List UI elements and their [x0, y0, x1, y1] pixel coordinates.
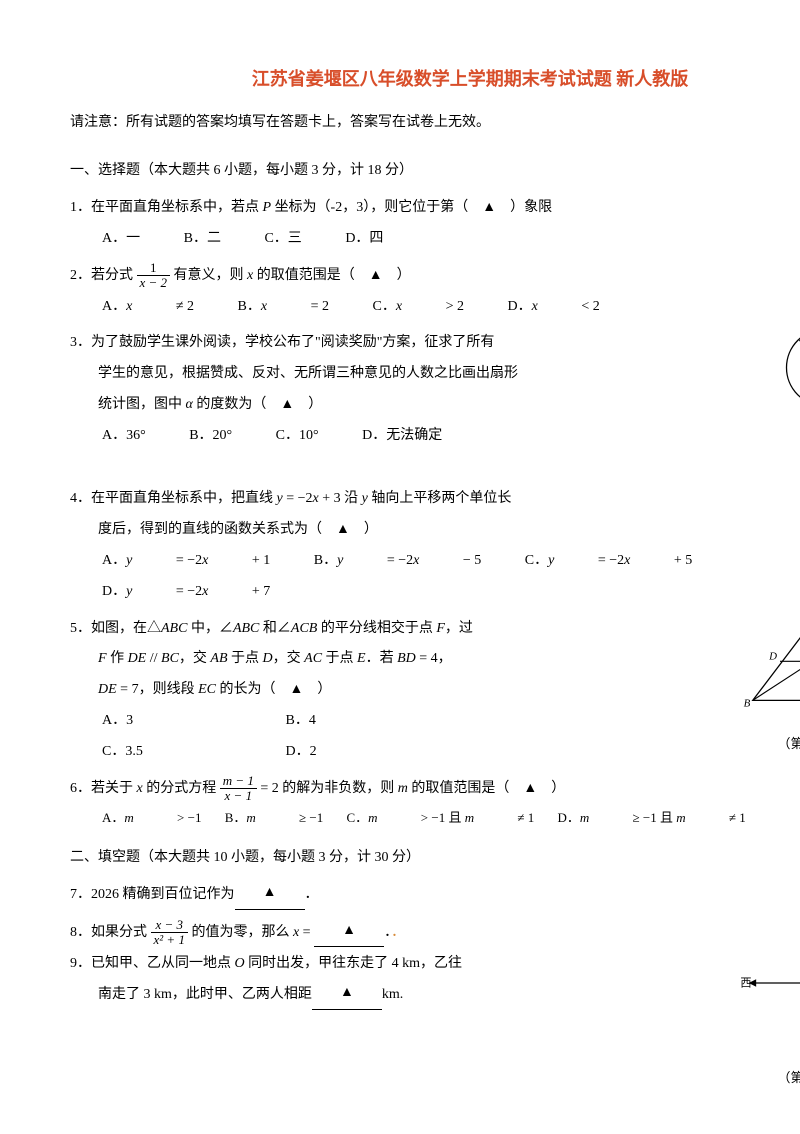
exam-title: 江苏省姜堰区八年级数学上学期期末考试试题 新人教版: [70, 60, 800, 100]
q1-opt-a: A．一: [102, 224, 140, 255]
q2-fraction: 1x − 2: [137, 261, 171, 291]
question-8-9-block: 北 南 东 西 O （第 9 题） 8．如果分式 x − 3x² + 1 的值为…: [70, 918, 800, 1088]
q5-l2: F 作 DE // BC，交 AB 于点 D，交 AC 于点 E．若 BD = …: [70, 644, 500, 675]
q5-opt-b: B．4: [286, 706, 426, 737]
q6-opt-c: C．m > −1 且 m ≠ 1: [346, 804, 534, 833]
section-2-heading: 二、填空题（本大题共 10 小题，每小题 3 分，计 30 分）: [70, 843, 800, 874]
q6-opt-a: A．m > −1: [102, 804, 201, 833]
q8-den: x² + 1: [151, 933, 188, 947]
q3-options: A．36° B．20° C．10° D．无法确定: [70, 421, 550, 452]
q8-post: ．．: [384, 925, 405, 940]
q3-opt-c: C．10°: [276, 421, 319, 452]
q6-text: 6．若关于 x 的分式方程 m − 1x − 1 = 2 的解为非负数，则 m …: [70, 774, 800, 805]
q5-figure: A B C D E F （第 5 题）: [740, 614, 800, 759]
comp-w: 西: [740, 977, 751, 989]
q1-opt-d: D．四: [345, 224, 383, 255]
q4-l1: 4．在平面直角坐标系中，把直线 y = −2x + 3 沿 y 轴向上平移两个单…: [70, 484, 800, 515]
question-5: A B C D E F （第 5 题） 5．如图，在△ABC 中，∠ABC 和∠…: [70, 614, 800, 768]
q2-num: 1: [137, 261, 171, 276]
q5-caption: （第 5 题）: [740, 730, 800, 759]
q7-post: ．: [305, 887, 319, 902]
question-6: 6．若关于 x 的分式方程 m − 1x − 1 = 2 的解为非负数，则 m …: [70, 774, 800, 833]
q5-opt-d: D．2: [286, 737, 426, 768]
q3-opt-a: A．36°: [102, 421, 146, 452]
q2-options: A．x ≠ 2 B．x = 2 C．x > 2 D．x < 2: [70, 292, 800, 323]
question-3: 无所谓 10% 反对 赞成 α （第 3 题） 3．为了鼓励学生课外阅读，学校公…: [70, 328, 800, 478]
question-9: 9．已知甲、乙从同一地点 O 同时出发，甲往东走了 4 km，乙往 南走了 3 …: [70, 949, 530, 1012]
q5-l1: 5．如图，在△ABC 中，∠ABC 和∠ACB 的平分线相交于点 F，过: [70, 614, 500, 645]
q3-l2: 学生的意见，根据赞成、反对、无所谓三种意见的人数之比画出扇形: [70, 359, 550, 390]
q6-den: x − 1: [220, 789, 257, 803]
q4-opt-a: A．y = −2x + 1: [102, 546, 270, 577]
q6-options: A．m > −1 B．m ≥ −1 C．m > −1 且 m ≠ 1 D．m ≥…: [70, 804, 800, 833]
q4-opt-c: C．y = −2x + 5: [525, 546, 692, 577]
q1-text: 1．在平面直角坐标系中，若点 P 坐标为（-2，3），则它位于第（ ▲ ）象限: [70, 193, 800, 224]
q4-opt-d: D．y = −2x + 7: [102, 577, 270, 608]
q9-l2: 南走了 3 km，此时甲、乙两人相距▲km.: [70, 980, 530, 1012]
q8-blank: ▲: [314, 916, 384, 948]
question-8: 8．如果分式 x − 3x² + 1 的值为零，那么 x = ▲．．: [70, 918, 530, 950]
q4-options: A．y = −2x + 1 B．y = −2x − 5 C．y = −2x + …: [70, 546, 800, 608]
q2-opt-a: A．x ≠ 2: [102, 292, 194, 323]
q5-opt-a: A．3: [102, 706, 242, 737]
q2-opt-d: D．x < 2: [507, 292, 599, 323]
tri-d: D: [768, 650, 777, 662]
question-2: 2．若分式 1x − 2 有意义，则 x 的取值范围是（ ▲ ） A．x ≠ 2…: [70, 261, 800, 323]
q2-den: x − 2: [137, 276, 171, 290]
question-1: 1．在平面直角坐标系中，若点 P 坐标为（-2，3），则它位于第（ ▲ ）象限 …: [70, 193, 800, 255]
q2-opt-c: C．x > 2: [373, 292, 464, 323]
q9-l1: 9．已知甲、乙从同一地点 O 同时出发，甲往东走了 4 km，乙往: [70, 949, 530, 980]
q3-opt-b: B．20°: [189, 421, 232, 452]
q1-opt-c: C．三: [264, 224, 301, 255]
q9-figure: 北 南 东 西 O （第 9 题）: [740, 918, 800, 1093]
q2-text: 2．若分式 1x − 2 有意义，则 x 的取值范围是（ ▲ ）: [70, 261, 800, 292]
q9-blank: ▲: [312, 978, 382, 1010]
q3-opt-d: D．无法确定: [362, 421, 442, 452]
q8-fraction: x − 3x² + 1: [151, 918, 188, 948]
pie-chart-icon: 无所谓 10% 反对 赞成 α: [770, 308, 800, 418]
q8-pre: 8．如果分式: [70, 925, 151, 940]
q5-opt-c: C．3.5: [102, 737, 242, 768]
q6-num: m − 1: [220, 774, 257, 789]
q6-opt-d: D．m ≥ −1 且 m ≠ 1: [558, 804, 746, 833]
triangle-diagram: A B C D E F: [740, 614, 800, 714]
q4-opt-b: B．y = −2x − 5: [314, 546, 481, 577]
q5-options: A．3 B．4 C．3.5 D．2: [70, 706, 500, 768]
section-1-heading: 一、选择题（本大题共 6 小题，每小题 3 分，计 18 分）: [70, 156, 800, 187]
q9-l2post: km.: [382, 987, 403, 1002]
q1-opt-b: B．二: [184, 224, 221, 255]
q6-fraction: m − 1x − 1: [220, 774, 257, 804]
q3-caption: （第 3 题）: [770, 435, 800, 464]
question-7: 7．2026 精确到百位记作为▲．: [70, 880, 800, 912]
compass-diagram: 北 南 东 西 O: [740, 918, 800, 1048]
q4-l2: 度后，得到的直线的函数关系式为（ ▲ ）: [70, 515, 800, 546]
q3-l1: 3．为了鼓励学生课外阅读，学校公布了"阅读奖励"方案，征求了所有: [70, 328, 550, 359]
q3-figure: 无所谓 10% 反对 赞成 α （第 3 题）: [770, 308, 800, 463]
q2-opt-b: B．x = 2: [238, 292, 329, 323]
q2-post: 有意义，则 x 的取值范围是（ ▲ ）: [174, 268, 411, 283]
q2-pre: 2．若分式: [70, 268, 137, 283]
q8-mid: 的值为零，那么 x =: [191, 925, 314, 940]
question-4: 4．在平面直角坐标系中，把直线 y = −2x + 3 沿 y 轴向上平移两个单…: [70, 484, 800, 607]
q8-num: x − 3: [151, 918, 188, 933]
q9-l2pre: 南走了 3 km，此时甲、乙两人相距: [98, 987, 312, 1002]
q6-opt-b: B．m ≥ −1: [225, 804, 324, 833]
q7-pre: 7．2026 精确到百位记作为: [70, 887, 235, 902]
exam-note: 请注意：所有试题的答案均填写在答题卡上，答案写在试卷上无效。: [70, 108, 800, 139]
q7-blank: ▲: [235, 878, 305, 910]
q8-dot: ．: [391, 925, 405, 940]
q9-caption: （第 9 题）: [740, 1064, 800, 1093]
q5-l3: DE = 7，则线段 EC 的长为（ ▲ ）: [70, 675, 500, 706]
q1-options: A．一 B．二 C．三 D．四: [70, 224, 800, 255]
tri-b: B: [744, 697, 751, 709]
q3-l3: 统计图，图中 α 的度数为（ ▲ ）: [70, 390, 550, 421]
